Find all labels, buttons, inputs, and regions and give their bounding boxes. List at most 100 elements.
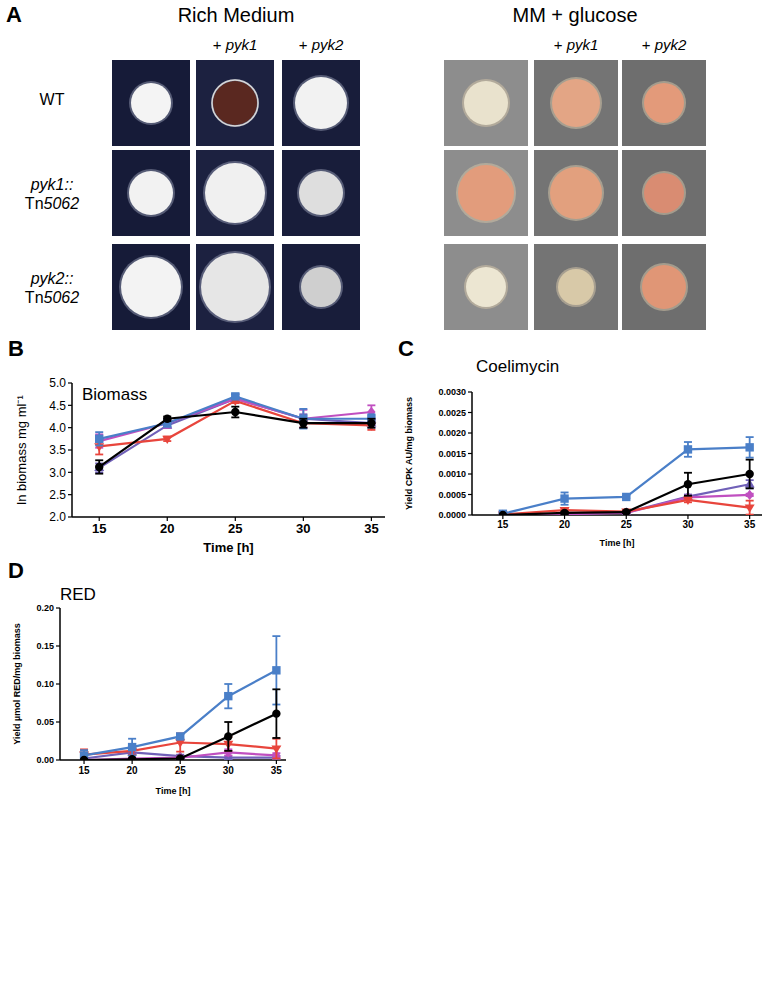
panel-label: C — [398, 336, 414, 361]
y-tick-label: 3.5 — [49, 443, 66, 457]
x-tick — [228, 760, 229, 764]
colony — [129, 171, 173, 215]
error-bar-cap — [746, 487, 754, 489]
error-bar — [561, 492, 569, 504]
x-tick-label: 15 — [78, 765, 90, 776]
plate-photo — [444, 150, 528, 236]
plate-photo — [444, 60, 528, 146]
colony — [558, 269, 594, 305]
plate-photo — [282, 244, 360, 330]
error-bar-cap — [231, 416, 239, 418]
plot-area — [498, 437, 755, 515]
data-point — [162, 436, 172, 444]
x-tick-label: 20 — [559, 519, 571, 530]
error-bar — [95, 460, 103, 473]
y-axis-title: Yield CPK AU/mg biomass — [404, 397, 414, 510]
data-point — [163, 415, 171, 423]
colony-halo — [550, 77, 602, 129]
row-label: pyk1::Tn5062 — [25, 176, 79, 212]
data-point — [80, 756, 88, 760]
data-point — [745, 443, 753, 451]
data-point — [176, 732, 184, 740]
error-bar — [299, 410, 307, 428]
data-point — [560, 494, 568, 502]
plot-area — [94, 392, 376, 473]
colony-halo — [299, 265, 343, 309]
x-tick — [180, 760, 181, 764]
data-point — [499, 510, 507, 515]
y-tick — [68, 516, 72, 517]
series-line — [84, 714, 276, 760]
y-tick — [468, 412, 472, 413]
data-point — [498, 510, 508, 515]
data-point — [298, 420, 308, 428]
y-tick-label: 0.0015 — [438, 449, 466, 459]
plate-photo — [112, 244, 190, 330]
error-bar — [746, 437, 754, 458]
subheader-gene: pyk2 — [654, 36, 687, 53]
row-label-number: 5062 — [44, 289, 80, 306]
error-bar — [231, 407, 239, 418]
row-label-number: 5062 — [44, 195, 80, 212]
plate-photo — [112, 60, 190, 146]
x-tick-label: 25 — [175, 765, 187, 776]
error-bar-cap — [95, 459, 103, 461]
colony — [642, 265, 686, 309]
colony-halo — [293, 75, 349, 131]
colony — [458, 165, 514, 221]
error-bar — [299, 419, 307, 428]
y-tick — [468, 432, 472, 433]
y-tick-label: 0.10 — [36, 679, 54, 689]
y-tick-label: 0.0020 — [438, 428, 466, 438]
row-label-gene: pyk1:: — [30, 176, 74, 193]
data-point — [95, 435, 103, 443]
colony-halo — [548, 165, 604, 221]
y-tick-label: 0.0005 — [438, 490, 466, 500]
error-bar-cap — [272, 688, 280, 690]
plate-photo — [534, 150, 618, 236]
colony — [131, 83, 171, 123]
x-tick-label: 35 — [744, 519, 756, 530]
y-tick-label: 2.5 — [49, 488, 66, 502]
x-tick-label: 35 — [271, 765, 283, 776]
x-tick — [132, 760, 133, 764]
y-tick — [468, 494, 472, 495]
error-bar-cap — [224, 683, 232, 685]
data-point — [622, 493, 630, 501]
colony — [301, 267, 341, 307]
y-tick-label: 0.20 — [36, 603, 54, 613]
error-bar-cap — [95, 445, 103, 447]
background — [0, 0, 777, 999]
colony — [644, 83, 684, 123]
data-point — [224, 732, 232, 740]
data-point — [176, 754, 184, 760]
error-bar-cap — [684, 441, 692, 443]
row-label-transposon: Tn — [25, 289, 44, 306]
error-bar — [272, 689, 280, 738]
subheader: + pyk2 — [299, 36, 344, 53]
colony — [295, 77, 347, 129]
y-tick — [468, 473, 472, 474]
colony-halo — [456, 163, 516, 223]
data-point — [745, 490, 753, 500]
colony — [205, 163, 265, 223]
error-bar-cap — [684, 495, 692, 497]
y-tick — [68, 449, 72, 450]
subheader-gene: pyk1 — [225, 36, 258, 53]
error-bar-cap — [231, 406, 239, 408]
series-line — [99, 399, 371, 441]
error-bar-cap — [176, 751, 184, 753]
y-axis-title: Yield µmol RED/mg biomass — [12, 623, 22, 744]
error-bar — [95, 463, 103, 472]
colony — [201, 253, 269, 321]
error-bar-cap — [224, 750, 232, 752]
plate-photo — [622, 60, 706, 146]
error-bar-cap — [746, 487, 754, 489]
colony-halo — [462, 79, 510, 127]
x-tick-label: 25 — [621, 519, 633, 530]
error-bar-cap — [684, 495, 692, 497]
y-tick-label: 3.0 — [49, 466, 66, 480]
subheader-gene: pyk2 — [311, 36, 344, 53]
plate-photo — [444, 244, 528, 330]
error-bar-cap — [224, 721, 232, 723]
